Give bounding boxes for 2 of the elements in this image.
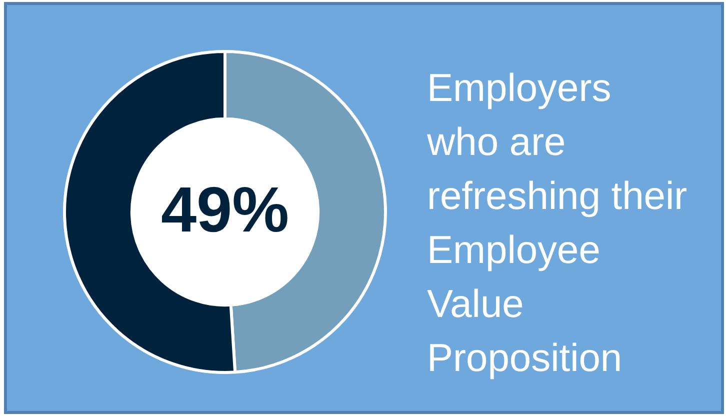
data-label: 49% bbox=[160, 174, 290, 246]
text: Employers who are refreshing their Employee Value Proposition bbox=[427, 66, 688, 382]
